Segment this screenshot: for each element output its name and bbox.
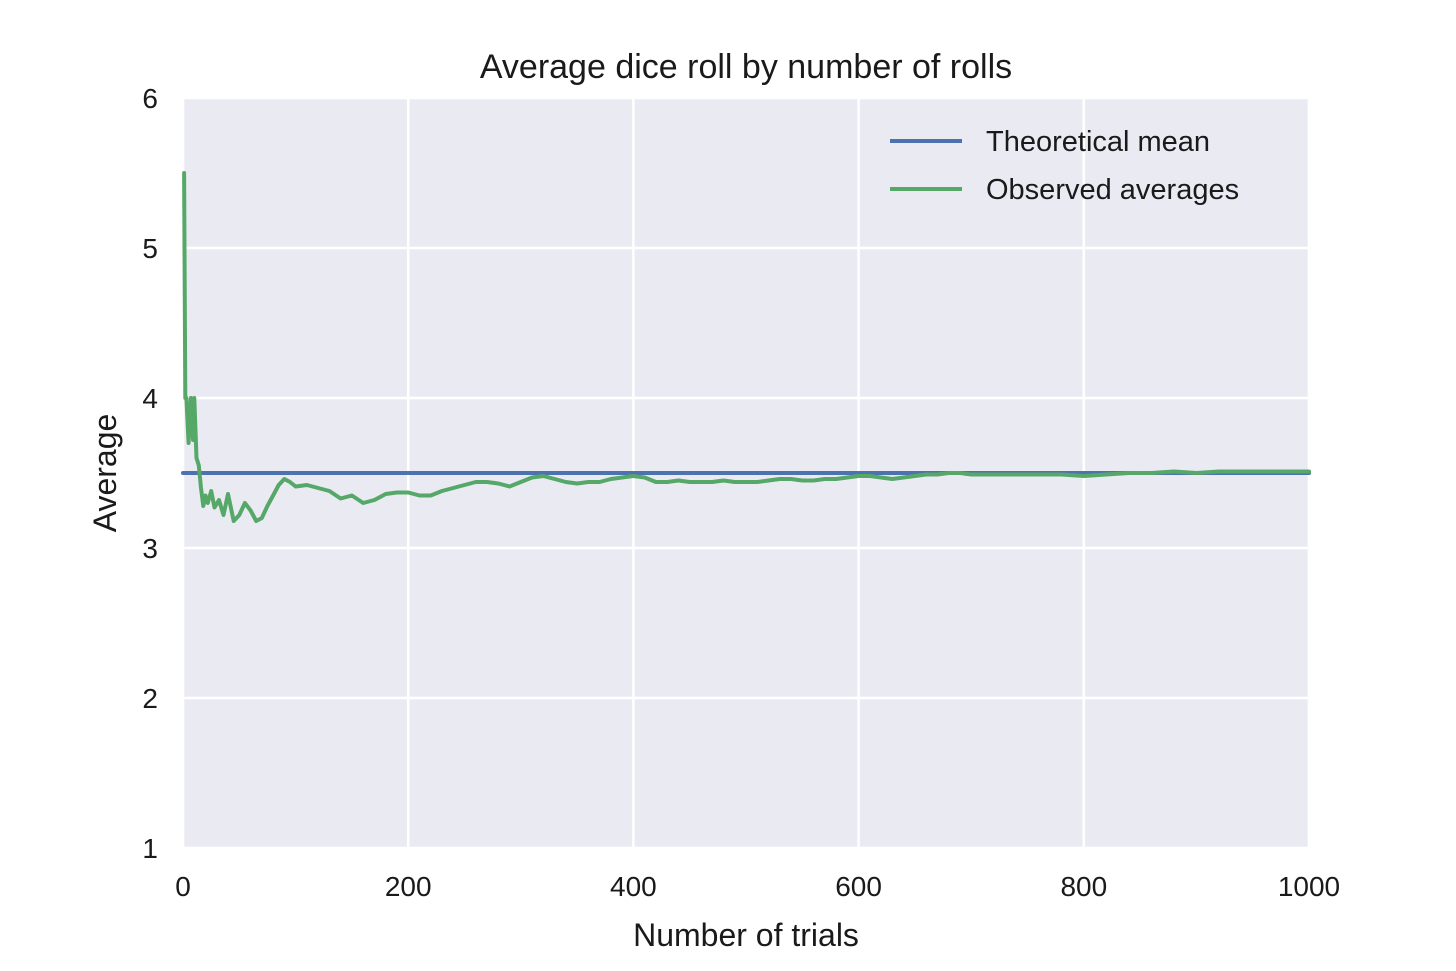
y-tick-label: 5: [142, 233, 158, 264]
x-tick-label: 400: [610, 871, 657, 902]
x-tick-label: 600: [835, 871, 882, 902]
chart-title: Average dice roll by number of rolls: [480, 48, 1012, 86]
series-layer: [181, 171, 1311, 523]
x-tick-label: 200: [385, 871, 432, 902]
x-tick-label: 0: [175, 871, 191, 902]
y-tick-label: 1: [142, 833, 158, 864]
y-tick-label: 4: [142, 383, 158, 414]
x-tick-label: 1000: [1278, 871, 1340, 902]
x-axis: 0 200 400 600 800 1000: [175, 871, 1340, 902]
y-tick-label: 3: [142, 533, 158, 564]
y-axis-label: Average: [87, 414, 123, 533]
x-tick-label: 800: [1060, 871, 1107, 902]
legend-label-theoretical-mean: Theoretical mean: [986, 126, 1210, 158]
legend: Theoretical mean Observed averages: [890, 126, 1239, 206]
x-axis-label: Number of trials: [633, 917, 859, 953]
y-tick-label: 2: [142, 683, 158, 714]
series-line-observed-averages: [182, 171, 1311, 523]
y-axis: 1 2 3 4 5 6: [142, 83, 158, 864]
y-tick-label: 6: [142, 83, 158, 114]
legend-label-observed-averages: Observed averages: [986, 174, 1239, 206]
